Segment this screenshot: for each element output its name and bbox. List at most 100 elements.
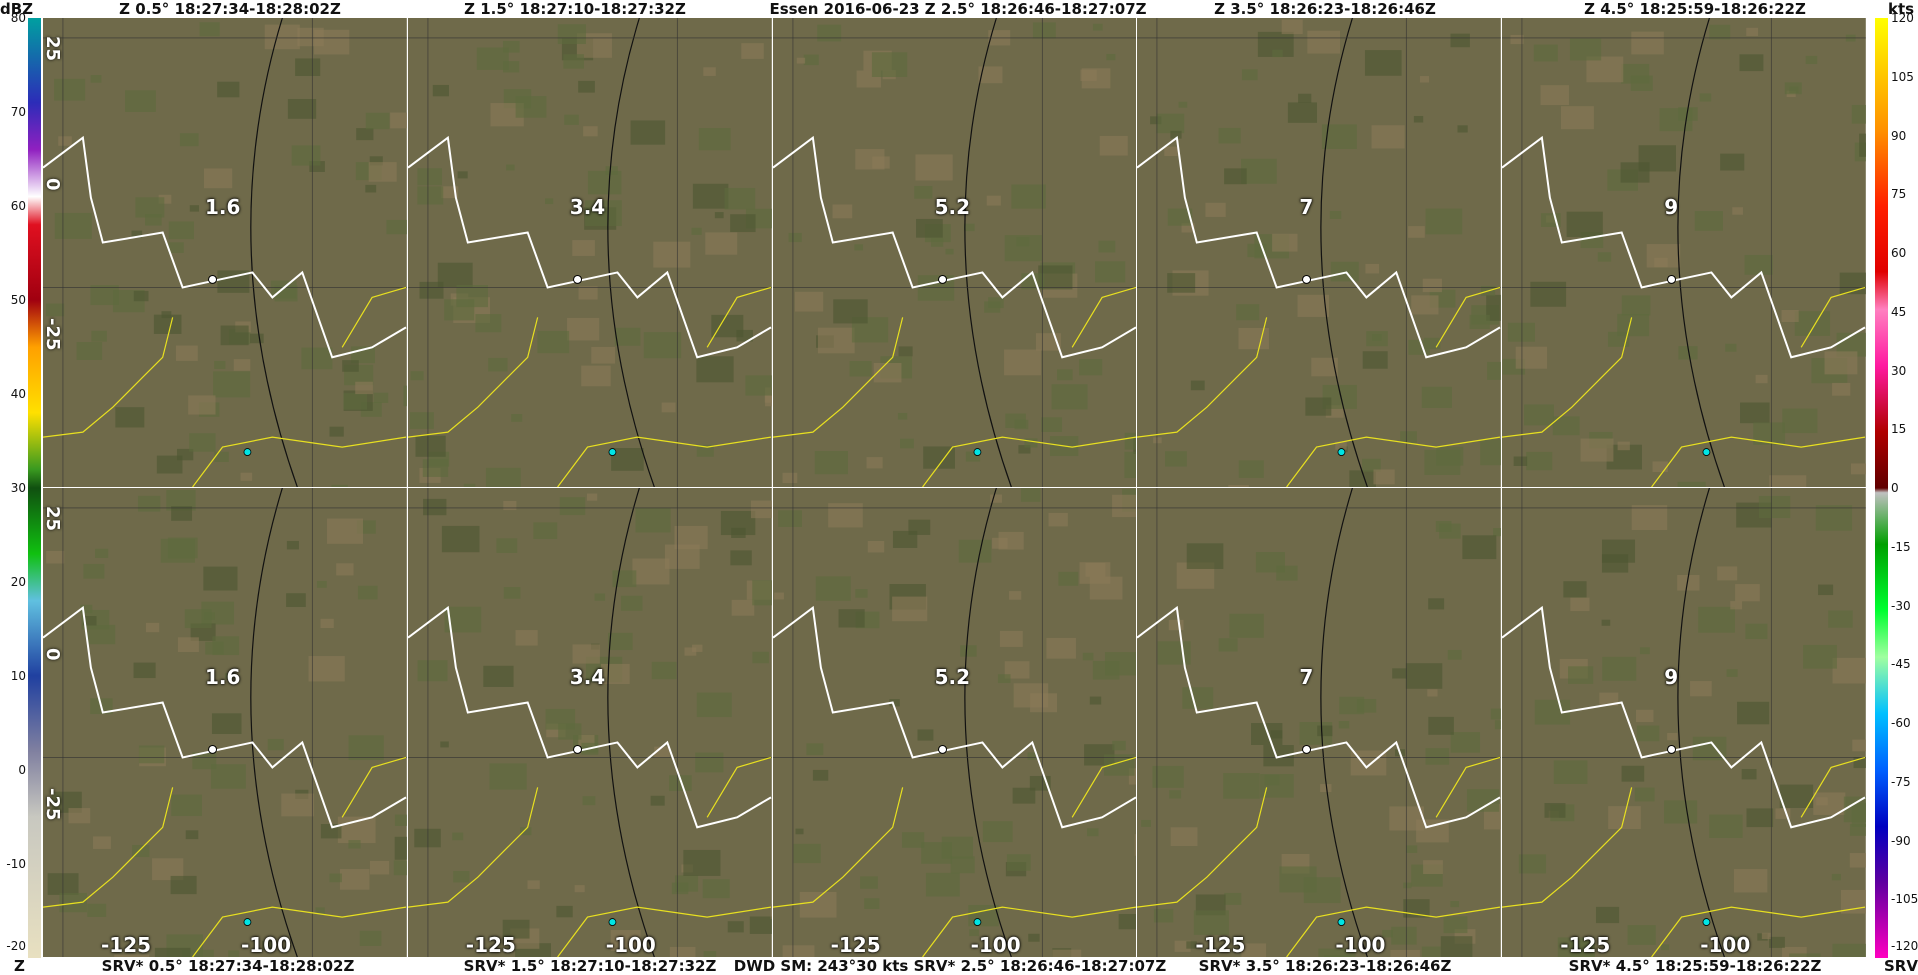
terrain-patch — [1850, 824, 1866, 836]
terrain-patch — [511, 414, 522, 422]
terrain-patch — [697, 693, 732, 718]
terrain-patch — [902, 832, 924, 848]
terrain-patch — [287, 541, 299, 549]
terrain-patch — [795, 829, 803, 835]
terrain-patch — [125, 90, 156, 112]
terrain-patch — [1709, 25, 1730, 40]
terrain-patch — [1308, 31, 1341, 54]
terrain-patch — [750, 916, 772, 933]
y-axis-overlay-label: -25 — [43, 318, 63, 351]
terrain-patch — [1746, 28, 1758, 36]
terrain-patch — [1602, 657, 1636, 681]
terrain-patch — [344, 393, 367, 409]
terrain-patch — [745, 375, 771, 395]
elevation-height-label: 9 — [1664, 196, 1678, 218]
terrain-patch — [366, 113, 390, 130]
kts-tick-label: -45 — [1891, 658, 1911, 670]
terrain-patch — [355, 382, 373, 394]
reflectivity-panel-3[interactable]: 5.2 — [773, 18, 1137, 487]
velocity-panel-2[interactable]: 3.4-125-100 — [408, 488, 772, 957]
terrain-patch — [782, 473, 797, 483]
terrain-patch — [1698, 607, 1735, 633]
y-axis-overlay-label: 25 — [43, 506, 63, 531]
terrain-patch — [1092, 24, 1102, 31]
terrain-patch — [1437, 447, 1464, 466]
terrain-patch — [572, 240, 595, 256]
terrain-patch — [1092, 661, 1119, 680]
terrain-patch — [1407, 845, 1418, 853]
terrain-patch — [456, 285, 488, 307]
radar-site-marker — [974, 449, 981, 456]
terrain-patch — [489, 763, 526, 789]
terrain-patch — [1030, 693, 1057, 712]
terrain-patch — [1730, 601, 1742, 609]
terrain-patch — [751, 501, 772, 519]
terrain-patch — [1524, 404, 1554, 425]
terrain-patch — [410, 412, 434, 429]
terrain-patch — [892, 597, 927, 622]
terrain-patch — [1833, 944, 1866, 957]
title-z-3-5: Z 3.5° 18:26:23-18:26:46Z — [1214, 0, 1436, 18]
kts-tick-label: 15 — [1891, 423, 1906, 435]
terrain-patch — [1635, 788, 1655, 802]
terrain-patch — [945, 249, 953, 255]
terrain-patch — [1735, 584, 1760, 601]
terrain-patch — [1225, 893, 1242, 905]
terrain-patch — [815, 576, 850, 600]
terrain-patch — [1426, 748, 1450, 765]
terrain-patch — [872, 156, 889, 168]
terrain-patch — [1667, 733, 1677, 740]
terrain-patch — [1514, 457, 1528, 466]
terrain-patch — [1747, 808, 1774, 827]
terrain-patch — [1046, 638, 1076, 659]
terrain-patch — [488, 358, 507, 372]
terrain-patch — [203, 567, 237, 591]
terrain-patch — [1124, 452, 1136, 478]
dbz-tick-label: 60 — [11, 200, 26, 212]
terrain-patch — [533, 522, 557, 539]
terrain-patch — [1734, 869, 1767, 892]
terrain-patch — [867, 541, 883, 552]
terrain-patch — [1004, 235, 1041, 261]
terrain-patch — [1251, 723, 1282, 745]
terrain-patch — [621, 596, 643, 611]
reflectivity-panel-2[interactable]: 3.4 — [408, 18, 772, 487]
terrain-patch — [1179, 102, 1188, 108]
title-srv-0-5: SRV* 0.5° 18:27:34-18:28:02Z — [102, 957, 355, 975]
terrain-patch — [788, 233, 801, 242]
terrain-patch — [1273, 50, 1283, 57]
terrain-patch — [731, 600, 754, 616]
terrain-patch — [1785, 82, 1802, 94]
reflectivity-panel-5[interactable]: 9 — [1502, 18, 1866, 487]
velocity-panel-3[interactable]: 5.2-125-100 — [773, 488, 1137, 957]
terrain-patch — [1732, 207, 1743, 215]
city-marker — [573, 275, 581, 283]
terrain-patch — [1239, 460, 1264, 478]
x-axis-label: -125 — [101, 934, 151, 956]
reflectivity-panel-4[interactable]: 7 — [1137, 18, 1501, 487]
terrain-patch — [998, 532, 1023, 550]
terrain-patch — [1392, 927, 1417, 945]
x-axis-label: -100 — [606, 934, 656, 956]
elevation-height-label: 5.2 — [935, 196, 970, 218]
terrain-patch — [1194, 910, 1229, 935]
terrain-patch — [171, 795, 202, 817]
terrain-patch — [730, 214, 755, 232]
radar-image — [773, 18, 1137, 487]
terrain-patch — [321, 619, 334, 628]
x-axis-label: -125 — [1560, 934, 1610, 956]
terrain-patch — [1367, 331, 1389, 346]
terrain-patch — [171, 506, 192, 521]
velocity-panel-5[interactable]: 9-125-100 — [1502, 488, 1866, 957]
terrain-patch — [1745, 255, 1773, 275]
title-z-0-5: Z 0.5° 18:27:34-18:28:02Z — [119, 0, 341, 18]
velocity-panel-4[interactable]: 7-125-100 — [1137, 488, 1501, 957]
terrain-patch — [145, 214, 162, 226]
terrain-patch — [1428, 689, 1438, 696]
terrain-patch — [403, 386, 406, 407]
terrain-patch — [1366, 264, 1380, 274]
terrain-patch — [331, 485, 347, 487]
terrain-patch — [818, 328, 855, 354]
